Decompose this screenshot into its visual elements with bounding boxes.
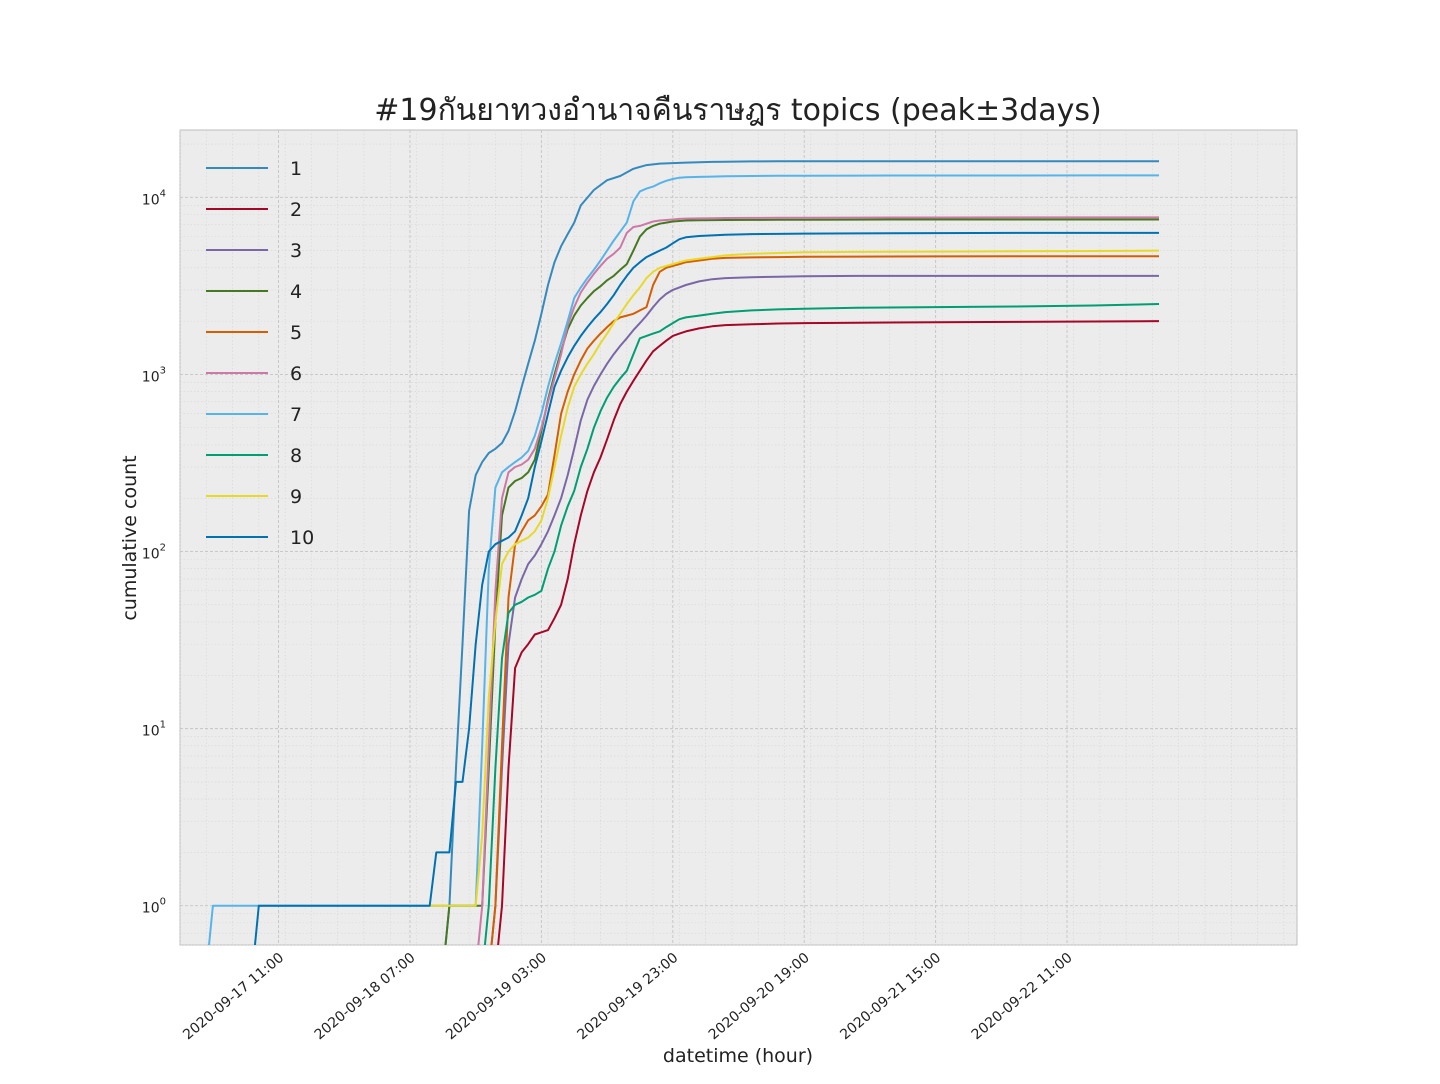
y-axis-label: cumulative count (119, 455, 141, 620)
legend-label-7: 7 (290, 404, 302, 426)
y-tick-label: 102 (142, 543, 166, 563)
x-tick-label: 2020-09-21 15:00 (837, 950, 944, 1043)
x-tick-label: 2020-09-22 11:00 (969, 950, 1076, 1043)
series-lines (208, 160, 1160, 945)
x-tick-label: 2020-09-19 23:00 (574, 950, 681, 1043)
x-tick-label: 2020-09-18 07:00 (312, 950, 419, 1043)
series-line-5 (490, 255, 1159, 945)
legend-label-6: 6 (290, 363, 302, 385)
y-tick-label: 103 (142, 365, 166, 385)
x-axis-label: datetime (hour) (663, 1045, 813, 1067)
series-line-10 (253, 231, 1159, 945)
x-tick-label: 2020-09-19 03:00 (443, 950, 550, 1043)
y-tick-label: 100 (142, 897, 166, 917)
chart-title: #19กันยาทวงอำนาจคืนราษฎร topics (peak±3d… (374, 93, 1101, 128)
series-line-8 (483, 303, 1160, 945)
series-line-3 (490, 274, 1159, 945)
legend-label-2: 2 (290, 199, 302, 221)
plot-area (179, 129, 1298, 946)
legend-label-10: 10 (290, 527, 314, 549)
legend-label-9: 9 (290, 486, 302, 508)
x-tick-label: 2020-09-20 19:00 (706, 950, 813, 1043)
legend-label-4: 4 (290, 281, 302, 303)
legend-label-3: 3 (290, 240, 302, 262)
legend-label-8: 8 (290, 445, 302, 467)
series-line-2 (497, 320, 1160, 945)
x-tick-label: 2020-09-17 11:00 (180, 950, 287, 1043)
y-tick-label: 101 (142, 720, 166, 740)
series-line-6 (477, 216, 1159, 945)
legend-label-1: 1 (290, 158, 302, 180)
y-tick-label: 104 (142, 188, 166, 208)
series-line-1 (444, 160, 1159, 945)
x-tick-labels: 2020-09-17 11:00 2020-09-18 07:00 2020-09-… (180, 950, 1075, 1043)
y-tick-labels: 100 101 102 103 104 (142, 188, 166, 916)
series-line-7 (208, 174, 1159, 945)
legend-label-5: 5 (290, 322, 302, 344)
series-line-9 (429, 249, 1160, 907)
legend: 1 2 3 4 5 6 7 8 9 10 (206, 158, 314, 549)
